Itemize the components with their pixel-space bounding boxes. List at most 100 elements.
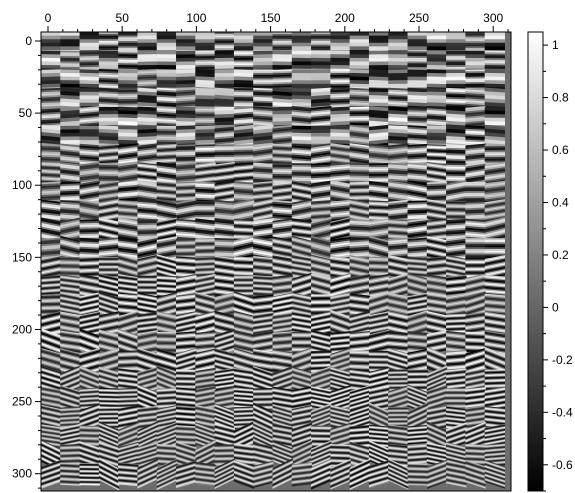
heatmap-stripe — [272, 64, 293, 70]
heatmap-stripe — [176, 117, 197, 123]
heatmap-stripe — [349, 140, 370, 146]
heatmap-stripe — [233, 46, 255, 51]
heatmap-stripe — [484, 117, 505, 123]
heatmap-stripe — [465, 42, 486, 46]
heatmap-stripe — [349, 46, 370, 51]
heatmap-stripe — [311, 80, 332, 85]
heatmap-stripe — [137, 132, 158, 138]
heatmap-stripe — [118, 35, 139, 38]
heatmap-stripe — [291, 145, 313, 150]
heatmap-stripe — [388, 171, 409, 176]
heatmap-stripe — [233, 61, 255, 64]
heatmap-stripe — [253, 85, 274, 88]
heatmap-stripe — [465, 148, 486, 154]
heatmap-stripe — [98, 39, 120, 42]
heatmap-stripe — [368, 64, 390, 70]
heatmap-stripe — [79, 143, 100, 148]
heatmap-stripe — [291, 113, 313, 118]
heatmap-stripe — [330, 35, 351, 40]
heatmap-stripe — [272, 139, 293, 144]
heatmap-stripe — [330, 192, 351, 199]
heatmap-stripe — [41, 35, 62, 40]
heatmap-stripe — [465, 168, 486, 175]
heatmap-stripe — [79, 147, 100, 152]
heatmap-stripe — [41, 69, 62, 74]
heatmap-stripe — [349, 39, 370, 44]
heatmap-stripe — [233, 54, 255, 57]
heatmap-stripe — [291, 57, 313, 63]
heatmap-stripe — [407, 176, 428, 181]
heatmap-stripe — [465, 32, 486, 35]
heatmap-stripe — [156, 117, 178, 121]
heatmap-stripe — [465, 48, 486, 51]
heatmap-stripe — [176, 125, 197, 131]
heatmap-stripe — [349, 128, 370, 133]
heatmap-stripe — [407, 141, 428, 145]
heatmap-stripe — [79, 32, 100, 37]
heatmap-stripe — [349, 61, 370, 66]
heatmap-stripe — [156, 178, 178, 184]
heatmap-stripe — [311, 61, 332, 66]
heatmap-stripe — [79, 194, 100, 201]
heatmap-stripe — [465, 163, 486, 169]
heatmap-stripe — [214, 141, 235, 146]
heatmap-stripe — [176, 69, 197, 74]
heatmap-stripe — [465, 33, 486, 37]
heatmap-stripe — [195, 108, 216, 112]
heatmap-stripe — [79, 132, 100, 138]
heatmap-stripe — [272, 44, 293, 47]
heatmap-stripe — [465, 150, 486, 155]
heatmap-stripe — [98, 46, 120, 49]
heatmap-stripe — [176, 64, 197, 70]
heatmap-stripe — [446, 52, 467, 55]
heatmap-stripe — [60, 163, 81, 169]
heatmap-stripe — [446, 63, 467, 66]
heatmap-stripe — [465, 116, 486, 121]
heatmap-stripe — [465, 87, 486, 92]
heatmap-stripe — [291, 115, 313, 120]
heatmap-stripe — [465, 89, 486, 94]
heatmap-stripe — [253, 69, 274, 72]
heatmap-stripe — [233, 42, 255, 47]
heatmap-stripe — [426, 120, 448, 125]
heatmap-stripe — [368, 83, 390, 89]
heatmap-stripe — [407, 73, 428, 78]
heatmap-stripe — [253, 155, 274, 161]
heatmap-stripe — [368, 76, 390, 82]
heatmap-stripe — [291, 122, 313, 127]
heatmap-stripe — [137, 125, 158, 131]
heatmap-stripe — [233, 32, 255, 37]
heatmap-stripe — [407, 59, 428, 63]
heatmap-stripe — [176, 57, 197, 63]
heatmap-stripe — [446, 73, 467, 78]
heatmap-stripe — [118, 46, 139, 49]
heatmap-stripe — [98, 33, 120, 37]
heatmap-stripe — [156, 42, 178, 47]
heatmap-stripe — [349, 153, 370, 159]
heatmap-stripe — [118, 72, 139, 78]
heatmap-stripe — [98, 65, 120, 70]
heatmap-stripe — [253, 39, 274, 44]
heatmap-stripe — [233, 109, 255, 114]
heatmap-stripe — [79, 145, 100, 150]
heatmap-stripe — [118, 136, 139, 141]
heatmap-stripe — [79, 115, 100, 120]
heatmap-stripe — [98, 125, 120, 131]
heatmap-stripe — [176, 98, 197, 103]
heatmap-stripe — [98, 57, 120, 63]
heatmap-stripe — [253, 42, 274, 47]
heatmap-stripe — [291, 150, 313, 155]
heatmap-stripe — [368, 102, 390, 107]
heatmap-stripe — [311, 57, 332, 63]
heatmap-stripe — [291, 64, 313, 70]
heatmap-stripe — [156, 167, 178, 173]
heatmap-stripe — [156, 39, 178, 44]
heatmap-stripe — [60, 171, 81, 176]
heatmap-stripe — [330, 169, 351, 174]
heatmap-stripe — [118, 42, 139, 46]
heatmap-stripe — [214, 64, 235, 70]
heatmap-stripe — [253, 50, 274, 56]
heatmap-stripe — [214, 39, 235, 42]
heatmap-stripe — [311, 39, 332, 42]
heatmap-stripe — [137, 113, 158, 119]
